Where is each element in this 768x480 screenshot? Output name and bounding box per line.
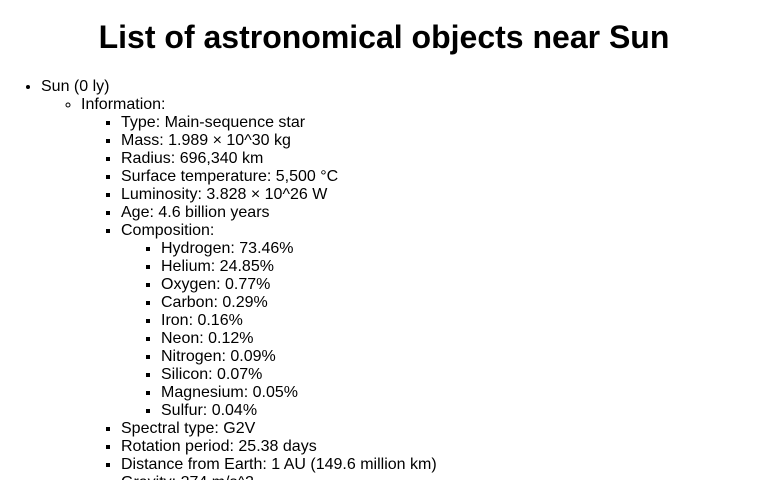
fact-item-radius: Radius: 696,340 km bbox=[121, 150, 768, 168]
fact-item-distance-from-earth: Distance from Earth: 1 AU (149.6 million… bbox=[121, 456, 768, 474]
information-section: Information: Type: Main-sequence star Ma… bbox=[81, 96, 768, 480]
fact-item-rotation-period: Rotation period: 25.38 days bbox=[121, 438, 768, 456]
information-label: Information: bbox=[81, 96, 166, 113]
objects-list: Sun (0 ly) Information: Type: Main-seque… bbox=[0, 78, 768, 480]
composition-item-neon: Neon: 0.12% bbox=[161, 330, 768, 348]
object-item-sun: Sun (0 ly) Information: Type: Main-seque… bbox=[41, 78, 768, 480]
object-name: Sun (0 ly) bbox=[41, 78, 110, 95]
composition-item-silicon: Silicon: 0.07% bbox=[161, 366, 768, 384]
composition-item-magnesium: Magnesium: 0.05% bbox=[161, 384, 768, 402]
composition-label: Composition: bbox=[121, 222, 215, 239]
composition-list: Hydrogen: 73.46% Helium: 24.85% Oxygen: … bbox=[121, 240, 768, 420]
composition-item-nitrogen: Nitrogen: 0.09% bbox=[161, 348, 768, 366]
fact-item-gravity: Gravity: 274 m/s^2 bbox=[121, 474, 768, 480]
composition-item-oxygen: Oxygen: 0.77% bbox=[161, 276, 768, 294]
fact-item-spectral-type: Spectral type: G2V bbox=[121, 420, 768, 438]
object-sections-list: Information: Type: Main-sequence star Ma… bbox=[41, 96, 768, 480]
composition-item-helium: Helium: 24.85% bbox=[161, 258, 768, 276]
composition-section: Composition: Hydrogen: 73.46% Helium: 24… bbox=[121, 222, 768, 420]
fact-item-mass: Mass: 1.989 × 10^30 kg bbox=[121, 132, 768, 150]
composition-item-sulfur: Sulfur: 0.04% bbox=[161, 402, 768, 420]
fact-item-luminosity: Luminosity: 3.828 × 10^26 W bbox=[121, 186, 768, 204]
fact-item-surface-temperature: Surface temperature: 5,500 °C bbox=[121, 168, 768, 186]
composition-item-carbon: Carbon: 0.29% bbox=[161, 294, 768, 312]
composition-item-iron: Iron: 0.16% bbox=[161, 312, 768, 330]
facts-list: Type: Main-sequence star Mass: 1.989 × 1… bbox=[81, 114, 768, 480]
page-title: List of astronomical objects near Sun bbox=[98, 19, 670, 55]
fact-item-type: Type: Main-sequence star bbox=[121, 114, 768, 132]
composition-item-hydrogen: Hydrogen: 73.46% bbox=[161, 240, 768, 258]
fact-item-age: Age: 4.6 billion years bbox=[121, 204, 768, 222]
